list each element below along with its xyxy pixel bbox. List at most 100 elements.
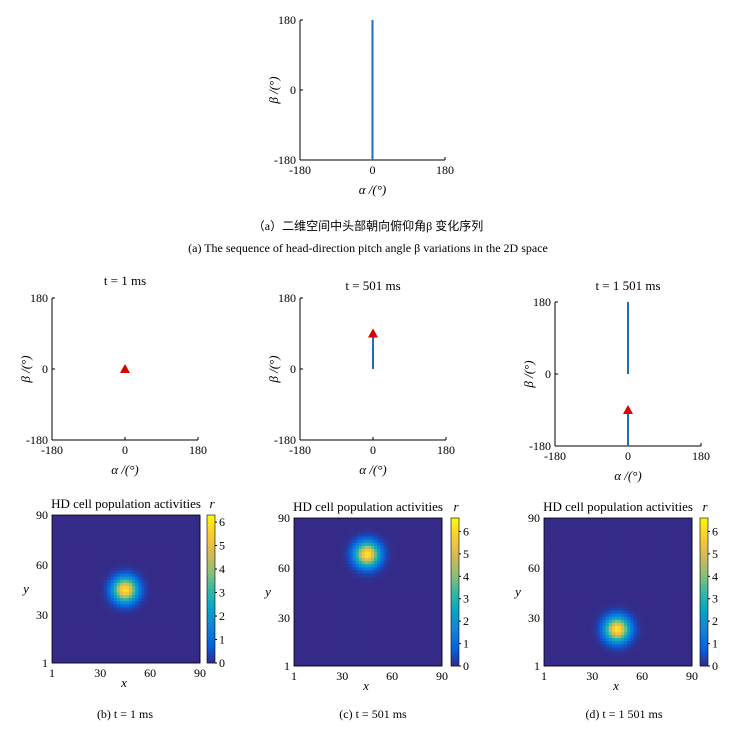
heatmap-cell [163, 576, 167, 581]
heatmap-cell [355, 582, 360, 587]
heatmap-cell [386, 644, 390, 648]
heatmap-cell [101, 607, 105, 611]
heatmap-cell [122, 567, 127, 571]
heatmap-cell [386, 653, 390, 658]
heatmap-cell [408, 551, 412, 556]
y-tick-label: 180 [278, 13, 296, 27]
heatmap-cell [172, 601, 176, 605]
heatmap-cell [107, 595, 111, 599]
heatmap-cell [417, 527, 421, 531]
heatmap-cell [129, 647, 133, 652]
y-axis-label: β /(°) [521, 360, 536, 388]
heatmap-cell [129, 656, 133, 661]
heatmap-cell [438, 635, 443, 639]
heatmap-cell [327, 601, 332, 605]
heatmap-cell [150, 610, 155, 615]
heatmap-cell [380, 573, 384, 577]
heatmap-cell [306, 619, 310, 624]
heatmap-cell [297, 555, 301, 559]
heatmap-cell [395, 564, 400, 568]
heatmap-cell [135, 542, 139, 547]
heatmap-cell [584, 524, 588, 528]
heatmap-cell [324, 610, 329, 614]
heatmap-cell [297, 548, 301, 553]
heatmap-cell [193, 573, 198, 578]
heatmap-cell [420, 601, 424, 605]
heatmap-cell [374, 598, 378, 602]
heatmap-cell [116, 619, 121, 624]
heatmap-cell [119, 567, 124, 571]
heatmap-cell [92, 573, 96, 578]
heatmap-cell [417, 548, 421, 553]
heatmap-cell [98, 653, 102, 658]
heatmap-cell [95, 656, 99, 661]
heatmap-cell [147, 638, 152, 642]
heatmap-cell [340, 613, 344, 618]
heatmap-cell [92, 536, 96, 541]
heatmap-cell [405, 548, 409, 553]
heatmap-cell [568, 521, 573, 525]
heatmap-cell [303, 650, 307, 655]
heatmap-cell [181, 545, 185, 550]
heatmap-cell [334, 524, 338, 528]
heatmap-cell [52, 582, 56, 587]
heatmap-cell [395, 616, 400, 621]
y-tick-label: 180 [278, 291, 296, 305]
heatmap-cell [156, 650, 161, 655]
heatmap-cell [340, 607, 344, 611]
heatmap-cell [101, 629, 105, 633]
heatmap-cell [135, 589, 139, 593]
heatmap-cell [358, 530, 363, 534]
heatmap-cell [135, 521, 139, 525]
colorbar-segment [207, 540, 215, 545]
x-tick-label: 60 [386, 669, 398, 683]
heatmap-cell [85, 567, 90, 571]
colorbar-segment [451, 525, 459, 530]
heatmap-cell [132, 626, 136, 630]
heatmap-cell [432, 585, 437, 590]
heatmap-cell [411, 536, 415, 540]
heatmap-cell [119, 601, 124, 605]
heatmap-cell [358, 632, 363, 636]
heatmap-cell [159, 650, 164, 655]
heatmap-cell [337, 632, 341, 636]
heatmap-cell [368, 595, 372, 599]
heatmap-cell [113, 539, 118, 544]
heatmap-cell [377, 625, 381, 630]
heatmap-cell [297, 527, 301, 531]
heatmap-cell [110, 626, 115, 630]
heatmap-cell [346, 619, 350, 624]
heatmap-cell [438, 625, 443, 630]
heatmap-cell [110, 613, 115, 618]
heatmap-cell [417, 533, 421, 537]
heatmap-cell [175, 619, 179, 624]
heatmap-cell [82, 536, 87, 541]
heatmap-cell [352, 632, 357, 636]
heatmap-cell [126, 656, 130, 661]
heatmap-cell [374, 647, 378, 651]
heatmap-cell [300, 607, 304, 611]
heatmap-cell [303, 570, 307, 574]
heatmap-cell [411, 659, 415, 664]
heatmap-cell [374, 650, 378, 655]
heatmap-cell [423, 635, 427, 639]
heatmap-cell [187, 604, 192, 608]
heatmap-cell [426, 573, 431, 577]
heatmap-cell [377, 548, 381, 553]
heatmap-cell [172, 629, 176, 633]
heatmap-cell [107, 629, 111, 633]
heatmap-cell [172, 650, 176, 655]
heatmap-cell [423, 653, 427, 658]
heatmap-cell [386, 598, 390, 602]
heatmap-cell [190, 521, 195, 525]
heatmap-cell [129, 555, 133, 559]
heatmap-cell [166, 641, 170, 645]
heatmap-cell [408, 601, 412, 605]
heatmap-cell [411, 542, 415, 547]
heatmap-cell [324, 619, 329, 624]
heatmap-cell [380, 536, 384, 540]
heatmap-cell [107, 555, 111, 559]
heatmap-cell [196, 595, 201, 599]
heatmap-cell [163, 626, 167, 630]
heatmap-cell [98, 536, 102, 541]
